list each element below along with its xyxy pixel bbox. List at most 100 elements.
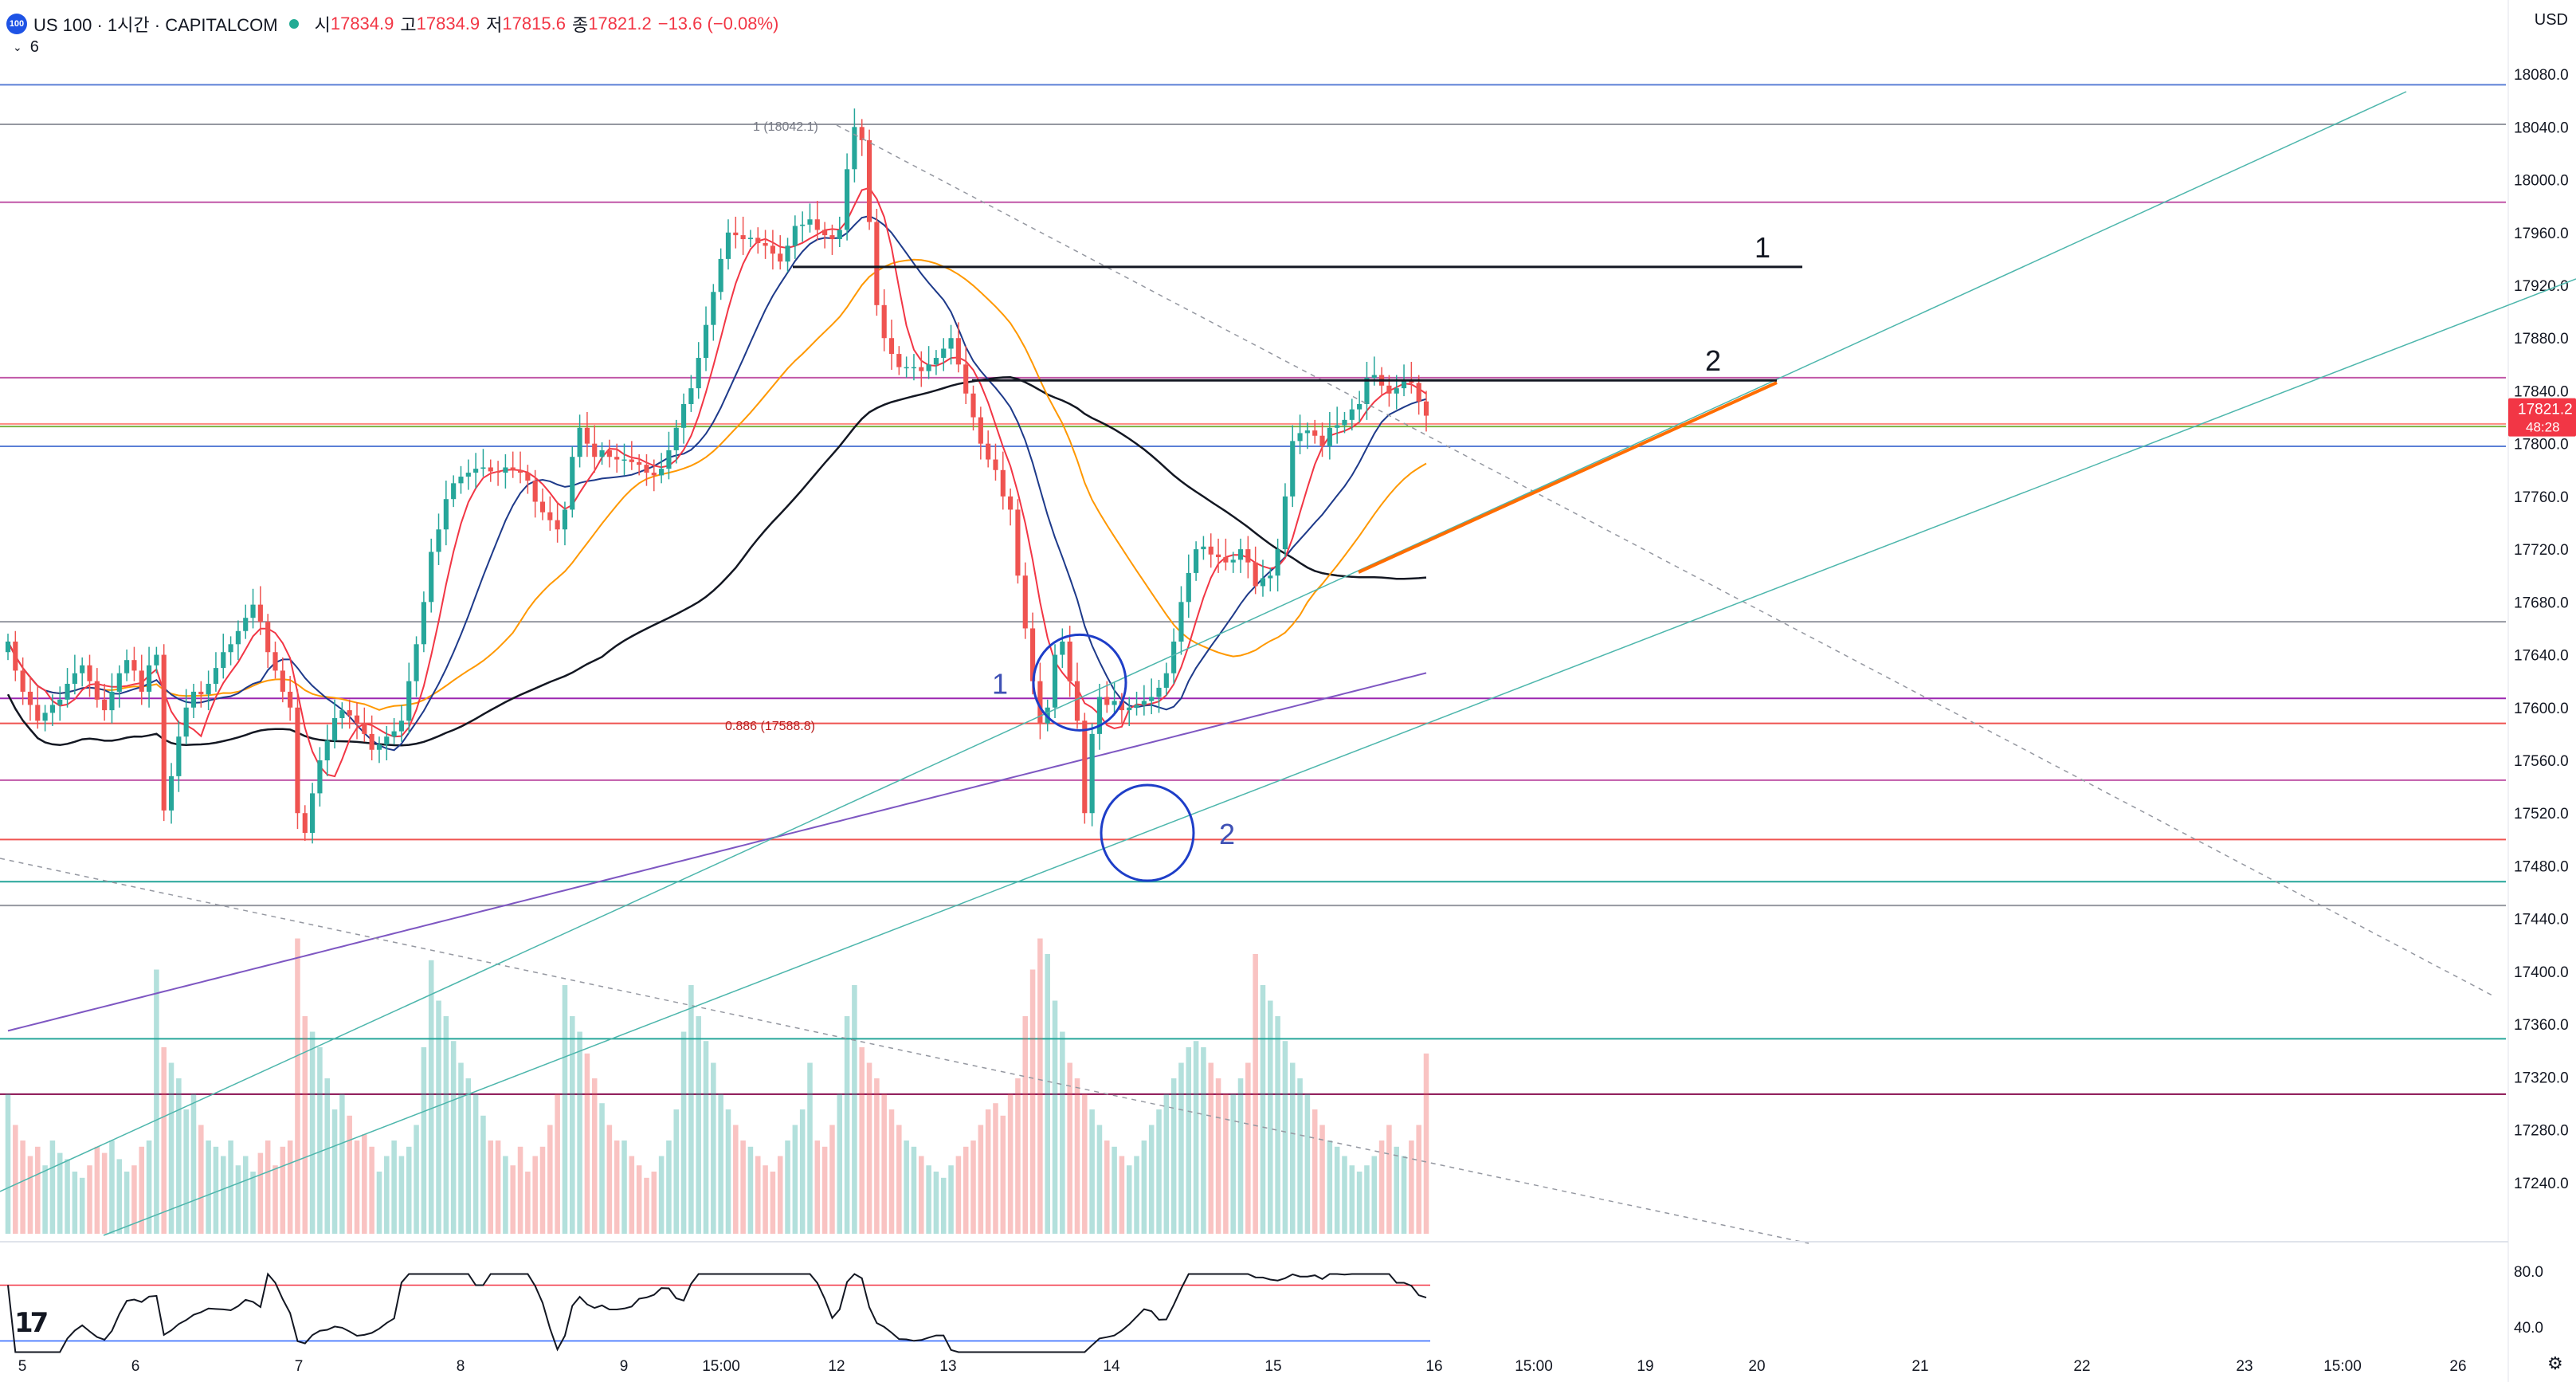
gear-icon[interactable]: ⚙ (2547, 1353, 2563, 1373)
volume-bar (837, 1093, 843, 1234)
volume-bar (168, 1062, 174, 1234)
candle-body (354, 715, 360, 724)
candle-body (577, 427, 582, 457)
volume-bar (1134, 1156, 1139, 1234)
volume-bar (777, 1156, 783, 1234)
volume-bar (1045, 954, 1050, 1234)
volume-bar (436, 1000, 441, 1234)
volume-bar (35, 1146, 41, 1234)
candle-body (398, 720, 405, 732)
volume-bar (733, 1125, 739, 1234)
volume-bar (881, 1093, 887, 1234)
volume-bar (161, 1047, 167, 1234)
candle-body (1000, 469, 1006, 497)
candle-body (770, 245, 775, 254)
rsi-tick-label: 40.0 (2514, 1320, 2543, 1337)
candle-body (124, 660, 130, 673)
volume-bar (755, 1156, 761, 1234)
volume-bar (1356, 1172, 1362, 1234)
close-value: 17821.2 (588, 14, 652, 33)
volume-bar (1126, 1165, 1132, 1234)
candle-body (978, 417, 983, 444)
volume-bar (896, 1125, 902, 1234)
low-value: 17815.6 (502, 14, 566, 33)
ma-red-line (7, 186, 1427, 778)
volume-bar (747, 1146, 754, 1234)
volume-bar (414, 1125, 419, 1234)
y-tick-label: 17920.0 (2514, 278, 2569, 295)
candle-body (763, 243, 768, 246)
candle-body (755, 238, 761, 244)
volume-bar (1037, 938, 1043, 1234)
volume-bar (1423, 1053, 1429, 1234)
candle-body (1253, 562, 1258, 587)
chevron-down-icon[interactable]: ⌄ (13, 41, 22, 53)
candle-body (1060, 642, 1065, 655)
candle-body (480, 467, 486, 469)
volume-bar (606, 1125, 613, 1234)
x-tick-label: 7 (295, 1358, 304, 1375)
market-status-dot[interactable] (288, 19, 299, 29)
currency-label[interactable]: USD (2534, 11, 2568, 29)
candle-body (443, 499, 449, 530)
candle-body (807, 219, 813, 225)
volume-bar (1342, 1156, 1347, 1234)
volume-bar (866, 1062, 872, 1234)
candle-body (866, 139, 872, 222)
x-tick-label: 15:00 (702, 1358, 740, 1375)
volume-bar (309, 1031, 316, 1234)
volume-bar (1230, 1093, 1236, 1234)
candle-body (955, 338, 961, 365)
volume-bar (1007, 1093, 1014, 1234)
candle-body (116, 673, 122, 692)
candle-body (1067, 642, 1072, 681)
volume-bar (1178, 1062, 1184, 1234)
x-tick-label: 22 (2073, 1358, 2090, 1375)
volume-bar (176, 1078, 182, 1234)
tradingview-logo[interactable]: 17 (14, 1307, 49, 1339)
volume-bar (740, 1141, 746, 1234)
volume-bar (339, 1093, 345, 1234)
candle-body (331, 718, 338, 741)
candle-body (845, 169, 850, 230)
y-tick-label: 18040.0 (2514, 120, 2569, 136)
candle-body (496, 471, 501, 473)
volume-bar (1186, 1047, 1192, 1234)
candle-body (1104, 697, 1110, 705)
candle-body (1327, 427, 1332, 446)
volume-bar (1237, 1078, 1244, 1234)
volume-bar (985, 1109, 991, 1234)
candle-body (814, 219, 820, 230)
y-tick-label: 18000.0 (2514, 173, 2569, 190)
candle-body (785, 245, 790, 262)
candle-body (362, 723, 367, 734)
level-label: 1 (1755, 231, 1770, 264)
x-tick-label: 15 (1264, 1358, 1281, 1375)
candle-body (599, 450, 605, 457)
candle-body (1074, 681, 1080, 721)
candle-body (161, 654, 167, 811)
volume-bar (5, 1093, 11, 1234)
volume-bar (658, 1156, 665, 1234)
volume-bar (465, 1078, 472, 1234)
candle-body (539, 501, 546, 512)
candle-body (1409, 380, 1414, 383)
volume-bar (1015, 1078, 1021, 1234)
candle-body (1096, 697, 1103, 734)
volume-bar (1022, 1016, 1029, 1234)
y-tick-label: 17280.0 (2514, 1123, 2569, 1140)
candle-body (1022, 575, 1028, 629)
volume-bar (770, 1172, 776, 1234)
symbol-logo[interactable]: 100 (6, 14, 27, 34)
indicators-toggle[interactable]: ⌄ 6 (13, 38, 39, 57)
volume-bar (354, 1141, 360, 1234)
ma-purple-line (7, 672, 1427, 1032)
candle-body (933, 358, 939, 365)
candle-body (1268, 575, 1273, 579)
volume-bar (1201, 1047, 1206, 1234)
candle-body (666, 450, 672, 469)
symbol-title[interactable]: US 100 · 1시간 · CAPITALCOM (33, 15, 278, 35)
ma-black-line (6, 376, 1427, 747)
